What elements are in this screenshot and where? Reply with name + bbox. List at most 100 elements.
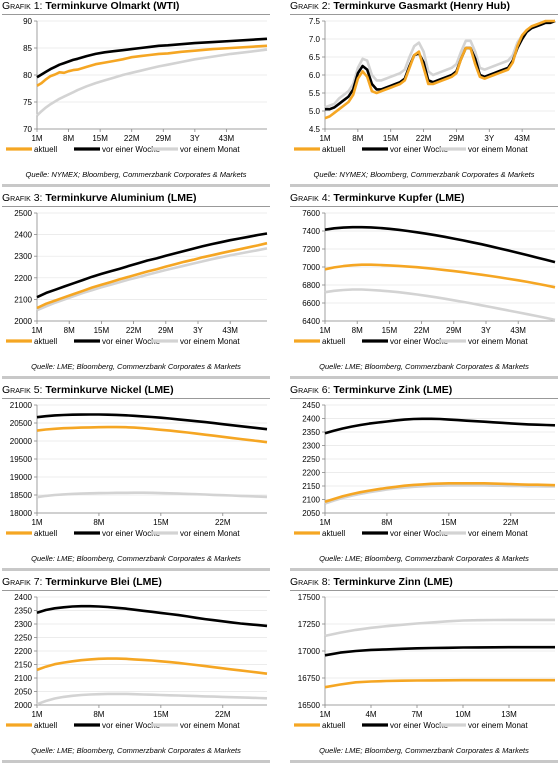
- x-tick-label: 22M: [215, 710, 231, 719]
- y-tick-label: 2200: [302, 469, 320, 478]
- chart-title: Grafik 7: Terminkurve Blei (LME): [2, 576, 270, 590]
- y-tick-label: 80: [23, 71, 32, 80]
- source-note: Quelle: NYMEX; Bloomberg, Commerzbank Co…: [313, 170, 535, 179]
- y-tick-label: 6800: [302, 281, 320, 290]
- y-tick-label: 2300: [302, 442, 320, 451]
- y-tick-label: 5.0: [309, 107, 321, 116]
- chart-svg: 6400 6600 6800 7000 7200 7400 7600 1M 8M 15M 22M 29…: [294, 209, 556, 346]
- y-tick-label: 2100: [14, 295, 32, 304]
- panel-divider: [290, 376, 558, 379]
- y-tick-label: 2300: [14, 252, 32, 261]
- title-divider: [2, 590, 270, 591]
- x-tick-label: 22M: [124, 134, 140, 143]
- chart-number: Grafik 7:: [2, 576, 43, 588]
- panel-divider: [2, 184, 270, 187]
- x-tick-label: 29M: [446, 326, 462, 335]
- y-tick-label: 2050: [14, 688, 32, 697]
- y-tick-label: 2100: [14, 674, 32, 683]
- chart-title-text: Terminkurve Nickel (LME): [42, 384, 174, 396]
- y-tick-label: 2350: [302, 428, 320, 437]
- y-tick-label: 70: [23, 125, 32, 134]
- chart-panel-nickel: Grafik 5: Terminkurve Nickel (LME) 18000 1…: [2, 384, 270, 574]
- legend-label-aktuell: aktuell: [34, 145, 57, 154]
- legend-label-woche: vor einer Woche: [390, 529, 449, 538]
- legend-label-woche: vor einer Woche: [102, 145, 161, 154]
- y-tick-label: 2350: [14, 607, 32, 616]
- x-tick-label: 15M: [153, 518, 169, 527]
- series-line-monat: [324, 484, 555, 505]
- legend-label-aktuell: aktuell: [34, 337, 57, 346]
- legend-label-woche: vor einer Woche: [390, 337, 449, 346]
- chart-number: Grafik 8:: [290, 576, 331, 588]
- chart-title-text: Terminkurve Kupfer (LME): [330, 192, 465, 204]
- y-tick-label: 2400: [302, 415, 320, 424]
- legend-label-woche: vor einer Woche: [390, 721, 449, 730]
- series-line-woche: [36, 413, 268, 431]
- title-divider: [2, 14, 270, 15]
- x-tick-label: 8M: [352, 326, 363, 335]
- chart-panel-wti: Grafik 1: Terminkurve Olmarkt (WTI) 70 75 8…: [2, 0, 270, 190]
- chart-title: Grafik 3: Terminkurve Aluminium (LME): [2, 192, 270, 206]
- y-tick-label: 4.5: [309, 125, 321, 134]
- title-divider: [290, 398, 558, 399]
- chart-svg: 2000 2050 2100 2150 2200 2250 2300 2350 2400 1M 8M…: [6, 593, 268, 730]
- y-tick-label: 5.5: [309, 89, 321, 98]
- y-tick-label: 21000: [10, 401, 33, 410]
- series-line-aktuell: [324, 263, 556, 289]
- series-line-monat: [36, 48, 268, 117]
- legend-label-woche: vor einer Woche: [102, 529, 161, 538]
- y-tick-label: 2250: [302, 455, 320, 464]
- y-tick-label: 6.5: [309, 53, 321, 62]
- x-tick-label: 22M: [126, 326, 142, 335]
- chart-title: Grafik 6: Terminkurve Zink (LME): [290, 384, 558, 398]
- series-line-woche: [36, 37, 268, 79]
- x-tick-label: 8M: [93, 518, 104, 527]
- series-line-aktuell: [324, 678, 555, 689]
- x-tick-label: 1M: [31, 518, 42, 527]
- y-tick-label: 2000: [14, 317, 32, 326]
- chart-title: Grafik 8: Terminkurve Zinn (LME): [290, 576, 558, 590]
- series-line-aktuell: [36, 425, 268, 444]
- y-tick-label: 90: [23, 17, 32, 26]
- source-note: Quelle: LME; Bloomberg, Commerzbank Corp…: [319, 362, 529, 371]
- y-tick-label: 19500: [10, 455, 33, 464]
- x-tick-label: 8M: [64, 326, 75, 335]
- chart-panel-aluminium: Grafik 3: Terminkurve Aluminium (LME) 200…: [2, 192, 270, 382]
- legend-label-aktuell: aktuell: [322, 145, 345, 154]
- series-line-monat: [36, 692, 268, 706]
- series-line-aktuell: [36, 44, 268, 87]
- x-tick-label: 3Y: [484, 134, 494, 143]
- panel-divider: [2, 376, 270, 379]
- chart-number: Grafik 1:: [2, 0, 43, 12]
- y-tick-label: 2400: [14, 593, 32, 602]
- x-tick-label: 3Y: [190, 134, 200, 143]
- series-line-monat: [324, 19, 556, 109]
- chart-number: Grafik 4:: [290, 192, 331, 204]
- y-tick-label: 2100: [302, 496, 320, 505]
- panel-divider: [290, 760, 558, 763]
- x-tick-label: 8M: [63, 134, 74, 143]
- title-divider: [2, 206, 270, 207]
- source-note: Quelle: NYMEX; Bloomberg, Commerzbank Co…: [25, 170, 247, 179]
- title-divider: [290, 590, 558, 591]
- x-tick-label: 29M: [449, 134, 465, 143]
- legend-label-monat: vor einem Monat: [180, 529, 240, 538]
- y-tick-label: 17500: [298, 593, 321, 602]
- x-tick-label: 15M: [441, 518, 457, 527]
- legend-label-monat: vor einem Monat: [468, 721, 528, 730]
- legend-label-monat: vor einem Monat: [468, 529, 528, 538]
- series-line-monat: [324, 618, 555, 638]
- x-tick-label: 15M: [94, 326, 110, 335]
- y-tick-label: 2150: [14, 661, 32, 670]
- x-tick-label: 1M: [31, 134, 42, 143]
- x-tick-label: 43M: [219, 134, 235, 143]
- chart-title-text: Terminkurve Aluminium (LME): [42, 192, 197, 204]
- source-note: Quelle: LME; Bloomberg, Commerzbank Corp…: [31, 746, 241, 755]
- x-tick-label: 3Y: [481, 326, 491, 335]
- chart-title: Grafik 5: Terminkurve Nickel (LME): [2, 384, 270, 398]
- y-tick-label: 2400: [14, 231, 32, 240]
- x-tick-label: 1M: [31, 326, 42, 335]
- x-tick-label: 1M: [31, 710, 42, 719]
- legend-label-woche: vor einer Woche: [102, 337, 161, 346]
- series-line-monat: [36, 247, 268, 312]
